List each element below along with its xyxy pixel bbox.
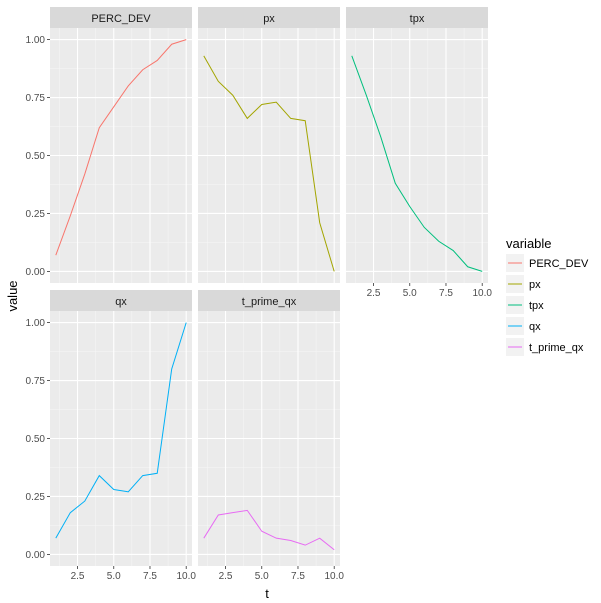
legend-label: qx [529, 321, 541, 333]
facet-panel-px: px [198, 7, 340, 283]
y-tick-label: 0.25 [26, 492, 46, 503]
y-tick-label: 0.00 [26, 550, 46, 561]
y-tick-label: 0.75 [26, 93, 46, 104]
x-tick-label: 7.5 [439, 288, 453, 299]
legend-label: tpx [529, 300, 544, 312]
x-tick-label: 10.0 [324, 571, 344, 582]
facet-strip [50, 7, 192, 28]
legend-label: px [529, 279, 541, 291]
x-tick-label: 5.0 [255, 571, 269, 582]
y-axis-title: value [5, 280, 20, 311]
x-axis-title: t [265, 586, 269, 601]
facet-strip-label: tpx [410, 13, 425, 25]
legend-label: PERC_DEV [529, 258, 589, 270]
series-line-qx [55, 322, 187, 539]
facet-panel-qx: qx [50, 290, 192, 566]
facet-panel-tpx: tpx [346, 7, 488, 283]
legend-item: qx [506, 317, 541, 335]
x-tick-label: 7.5 [291, 571, 305, 582]
facet-strip-label: PERC_DEV [91, 13, 151, 25]
y-axis-ticks: 0.00 0.25 0.50 0.75 1.00 0.00 0.25 0.50 0.75 1.00 [26, 35, 50, 561]
facet-strip [346, 7, 488, 28]
y-tick-label: 0.00 [26, 267, 46, 278]
legend-title: variable [506, 236, 552, 251]
x-tick-label: 10.0 [176, 571, 196, 582]
facet-strip [198, 7, 340, 28]
y-tick-label: 1.00 [26, 318, 46, 329]
y-tick-label: 0.50 [26, 151, 46, 162]
x-tick-label: 5.0 [403, 288, 417, 299]
legend-label: t_prime_qx [529, 342, 584, 354]
series-line-tpx [351, 55, 483, 272]
legend-item: px [506, 275, 541, 293]
series-line-perc-dev [55, 39, 187, 256]
facet-strip-label: t_prime_qx [242, 296, 297, 308]
x-axis-ticks: 2.5 5.0 7.5 10.0 2.5 5.0 7.5 10.0 2.5 5.0 7.5 10.0 [71, 283, 492, 582]
legend-item: t_prime_qx [506, 338, 584, 356]
x-tick-label: 2.5 [367, 288, 381, 299]
facet-panel-perc-dev: PERC_DEV [50, 7, 192, 283]
y-tick-label: 0.50 [26, 434, 46, 445]
facet-strip [50, 290, 192, 311]
legend-item: tpx [506, 296, 544, 314]
y-tick-label: 0.25 [26, 209, 46, 220]
facet-strip [198, 290, 340, 311]
facet-strip-label: px [263, 13, 275, 25]
facet-strip-label: qx [115, 296, 127, 308]
facet-panels: PERC_DEV px tpx qx t_prime_qx [50, 7, 488, 566]
y-tick-label: 1.00 [26, 35, 46, 46]
x-tick-label: 10.0 [472, 288, 492, 299]
series-line-t-prime-qx [203, 509, 335, 551]
series-line-px [203, 55, 335, 272]
facet-panel-t-prime-qx: t_prime_qx [198, 290, 340, 566]
legend-item: PERC_DEV [506, 254, 589, 272]
x-tick-label: 2.5 [219, 571, 233, 582]
y-tick-label: 0.75 [26, 376, 46, 387]
x-tick-label: 5.0 [107, 571, 121, 582]
x-tick-label: 7.5 [143, 571, 157, 582]
x-tick-label: 2.5 [71, 571, 85, 582]
